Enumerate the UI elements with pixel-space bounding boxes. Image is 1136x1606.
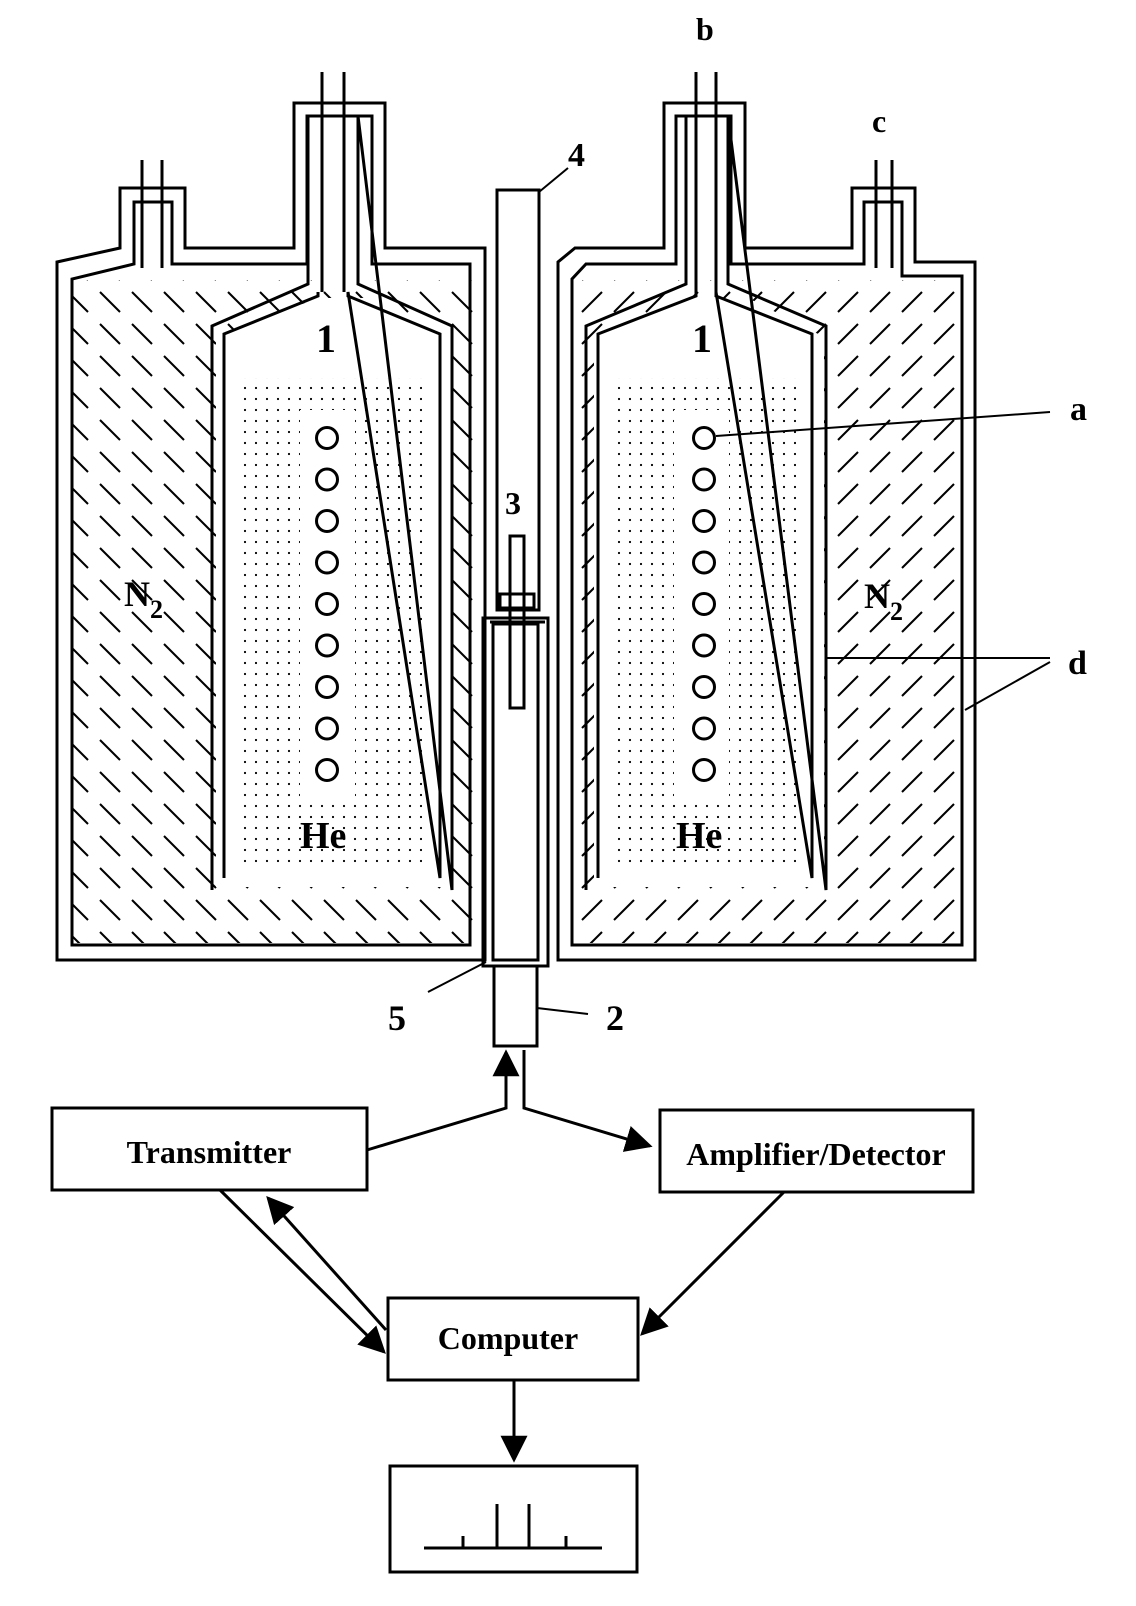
label-b: b [696,11,714,47]
label-d: d [1068,645,1087,682]
label-1-right: 1 [692,316,712,361]
coil-turn [692,592,716,616]
computer-label: Computer [438,1320,578,1356]
right-dewar [556,72,977,962]
coil-turn [315,716,339,741]
coil-turn [315,426,339,450]
label-nitrogen-left: N2 [124,574,163,624]
transmitter-label: Transmitter [127,1134,292,1170]
coil-turn [315,758,339,782]
probe-assembly [481,188,550,1048]
coil-turn [315,467,339,492]
label-2: 2 [606,998,624,1038]
coil-turn [692,550,716,575]
probe-tube-4 [495,188,541,612]
signal-chain [50,1049,975,1574]
probe-base-2 [492,964,539,1048]
label-nitrogen-right: N2 [864,576,903,626]
left-magnet-coil [315,426,339,782]
coil-turn [692,509,716,533]
spectrum-display [388,1464,639,1574]
label-a: a [1070,391,1087,428]
left-nitrogen-hatch [72,280,475,943]
right-nitrogen-hatch [572,280,962,943]
coil-turn [315,509,339,533]
right-inner-wall [570,114,964,947]
amplifier-detector-box [658,1108,975,1194]
label-c: c [872,103,886,139]
coil-turn [692,467,716,492]
coil-turn [692,426,716,450]
coil-turn [315,633,339,658]
right-magnet-coil [692,426,716,782]
label-3: 3 [505,485,521,521]
label-helium-right: He [676,815,722,857]
coil-turn [315,675,339,699]
label-5: 5 [388,998,406,1038]
label-helium-left: He [300,815,346,857]
left-outer-wall [55,101,487,962]
left-dewar [55,72,487,962]
coil-turn [692,633,716,658]
amplifier-detector-label: Amplifier/Detector [686,1136,945,1172]
coil-turn [692,675,716,699]
right-outer-wall [556,101,977,962]
label-1-left: 1 [316,316,336,361]
coil-turn [315,592,339,616]
coil-turn [692,716,716,741]
coil-turn [692,758,716,782]
coil-turn [315,550,339,575]
label-4: 4 [568,137,585,174]
